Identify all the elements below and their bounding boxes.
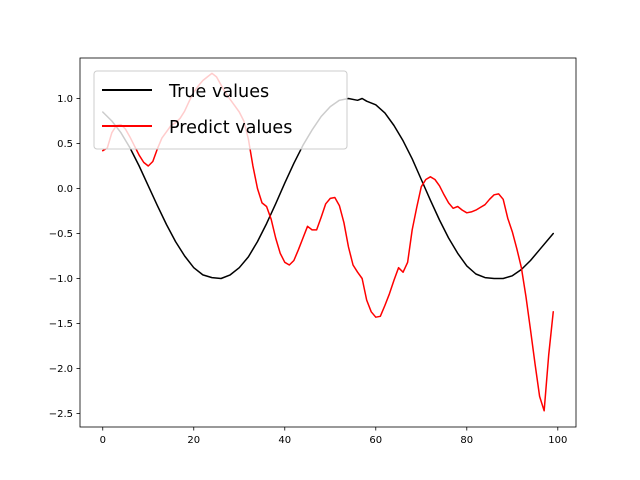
y-tick-label: −1.0 bbox=[49, 274, 73, 285]
y-tick-label: −2.0 bbox=[49, 364, 73, 375]
legend-box bbox=[93, 70, 348, 150]
x-tick-label: 40 bbox=[278, 435, 291, 446]
y-tick-label: 0.0 bbox=[57, 184, 73, 195]
x-tick-label: 100 bbox=[548, 435, 567, 446]
y-tick-label: 1.0 bbox=[57, 94, 73, 105]
x-tick-label: 20 bbox=[187, 435, 200, 446]
x-axis: 0 20 40 60 80 100 bbox=[100, 427, 567, 446]
x-tick-label: 0 bbox=[100, 435, 106, 446]
x-tick-label: 80 bbox=[460, 435, 473, 446]
y-tick-label: −2.5 bbox=[49, 409, 73, 420]
y-axis: 1.0 0.5 0.0 −0.5 −1.0 −1.5 −2.0 −2.5 bbox=[49, 94, 80, 420]
legend-label-true-values: True values bbox=[168, 82, 269, 102]
y-tick-label: 0.5 bbox=[57, 139, 73, 150]
y-tick-label: −1.5 bbox=[49, 319, 73, 330]
legend: True values Predict values bbox=[93, 70, 348, 150]
plot-frame bbox=[79, 57, 577, 428]
y-tick-label: −0.5 bbox=[49, 229, 73, 240]
legend-label-predict-values: Predict values bbox=[169, 118, 292, 138]
x-tick-label: 60 bbox=[369, 435, 382, 446]
